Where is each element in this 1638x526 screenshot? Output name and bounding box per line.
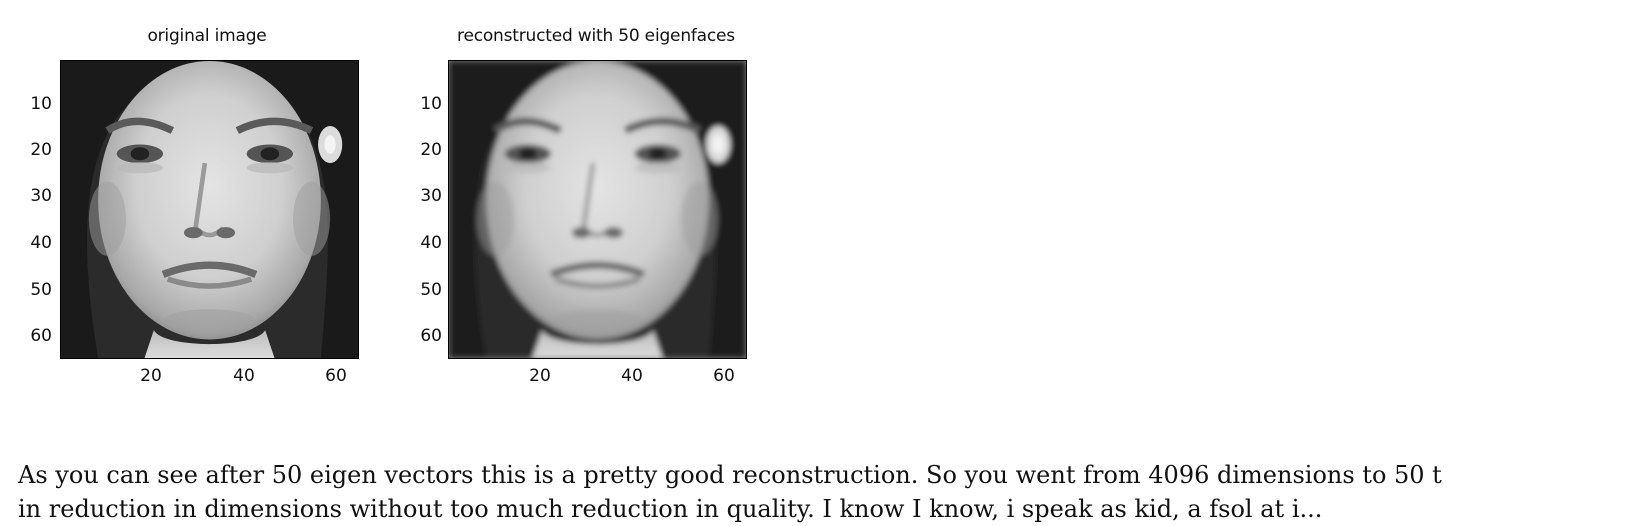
x-tick: 20 [529, 366, 551, 386]
y-tick: 20 [420, 140, 442, 160]
face-image-reconstructed [448, 60, 747, 359]
y-tick: 30 [420, 186, 442, 206]
caption-text: As you can see after 50 eigen vectors th… [18, 458, 1638, 526]
y-tick: 20 [30, 140, 52, 160]
x-tick: 60 [713, 366, 735, 386]
y-tick: 10 [420, 94, 442, 114]
caption-line-2: in reduction in dimensions without too m… [18, 495, 1323, 523]
face-graphic-reconstructed [449, 61, 746, 358]
face-graphic-original [61, 61, 358, 358]
y-tick: 10 [30, 94, 52, 114]
face-image-original [60, 60, 359, 359]
x-tick: 40 [621, 366, 643, 386]
y-tick: 40 [420, 233, 442, 253]
x-tick: 40 [233, 366, 255, 386]
y-tick: 50 [30, 280, 52, 300]
eigenface-figure: original image 10 20 30 40 50 60 20 40 6… [0, 0, 800, 400]
y-tick: 40 [30, 233, 52, 253]
y-tick: 60 [420, 326, 442, 346]
x-tick: 60 [325, 366, 347, 386]
x-tick: 20 [140, 366, 162, 386]
panel-title-original: original image [147, 26, 267, 46]
panel-title-reconstructed: reconstructed with 50 eigenfaces [457, 26, 735, 46]
y-tick: 60 [30, 326, 52, 346]
caption-line-1: As you can see after 50 eigen vectors th… [18, 461, 1442, 489]
y-tick: 50 [420, 280, 442, 300]
y-tick: 30 [30, 186, 52, 206]
